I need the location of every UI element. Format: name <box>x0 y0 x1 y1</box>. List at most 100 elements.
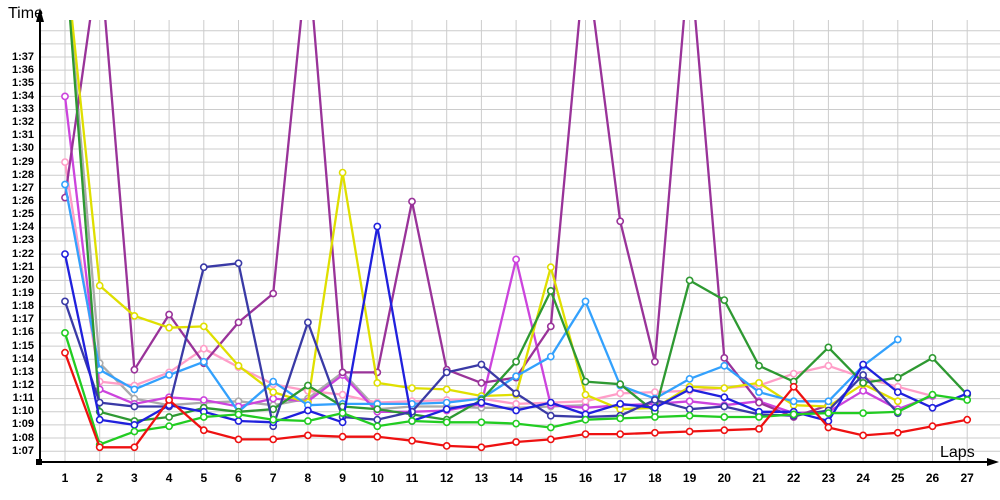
data-point-marker <box>685 276 694 285</box>
x-tick-8: 8 <box>304 471 312 485</box>
y-tick-1:16: 1:16 <box>11 326 34 339</box>
data-point-marker <box>859 371 867 379</box>
y-tick-1:17: 1:17 <box>11 313 34 326</box>
axis-origin-marker <box>36 459 42 465</box>
data-point-marker <box>893 428 902 437</box>
y-tick-1:11: 1:11 <box>12 392 34 405</box>
x-tick-3: 3 <box>131 471 138 485</box>
y-axis-title: Time <box>8 5 43 22</box>
data-point-marker <box>303 431 312 440</box>
data-point-marker <box>546 411 555 420</box>
data-point-marker <box>859 386 867 395</box>
data-point-marker <box>651 396 659 404</box>
y-tick-1:28: 1:28 <box>11 168 34 181</box>
data-point-marker <box>824 397 833 406</box>
series-driver-blue <box>61 222 972 429</box>
data-point-marker <box>824 361 833 370</box>
data-point-marker <box>373 415 382 424</box>
data-point-marker <box>651 357 659 366</box>
data-point-marker <box>512 406 520 415</box>
data-point-marker <box>373 422 382 431</box>
x-tick-10: 10 <box>370 471 384 485</box>
data-point-marker <box>755 398 763 407</box>
data-point-marker <box>234 410 243 419</box>
x-tick-1: 1 <box>61 471 69 485</box>
data-point-marker <box>755 388 763 396</box>
data-point-marker <box>512 438 520 446</box>
data-point-marker <box>755 361 763 370</box>
y-tick-1:18: 1:18 <box>11 300 34 313</box>
series-driver-violet <box>61 92 937 417</box>
data-point-marker <box>269 377 278 386</box>
data-point-marker <box>234 259 243 268</box>
data-point-marker <box>442 398 451 407</box>
data-point-marker <box>61 180 69 189</box>
data-point-marker <box>720 393 729 402</box>
y-tick-1:22: 1:22 <box>11 247 34 260</box>
data-point-marker <box>199 396 208 404</box>
data-point-marker <box>61 297 69 306</box>
x-tick-5: 5 <box>200 471 208 485</box>
data-point-marker <box>512 372 520 381</box>
x-tick-13: 13 <box>474 471 489 485</box>
data-point-marker <box>303 318 312 327</box>
data-point-marker <box>581 377 590 386</box>
data-point-marker <box>303 381 312 390</box>
data-point-marker <box>442 368 451 377</box>
data-point-marker <box>61 158 69 166</box>
data-point-marker <box>338 168 347 177</box>
y-tick-1:29: 1:29 <box>11 155 34 168</box>
data-point-marker <box>720 402 729 411</box>
y-tick-1:27: 1:27 <box>11 181 34 194</box>
data-point-marker <box>477 398 486 407</box>
data-point-marker <box>824 417 833 425</box>
data-point-marker <box>581 390 590 399</box>
data-point-marker <box>512 389 520 398</box>
y-tick-1:20: 1:20 <box>11 273 34 286</box>
data-point-marker <box>720 426 729 435</box>
data-point-marker <box>130 365 139 374</box>
y-tick-1:30: 1:30 <box>11 142 34 155</box>
x-tick-7: 7 <box>269 471 277 485</box>
data-point-marker <box>755 424 763 433</box>
y-tick-1:12: 1:12 <box>11 379 34 391</box>
data-point-marker <box>963 415 972 424</box>
data-point-marker <box>338 432 347 441</box>
data-point-marker <box>477 378 486 387</box>
axes <box>36 8 999 466</box>
data-point-marker <box>616 389 625 398</box>
data-point-marker <box>616 399 625 408</box>
x-tick-26: 26 <box>925 471 940 485</box>
data-point-marker <box>651 413 659 421</box>
data-point-marker <box>269 415 278 424</box>
data-point-marker <box>234 361 243 370</box>
data-point-marker <box>269 289 278 298</box>
data-point-marker <box>442 418 451 427</box>
data-point-marker <box>616 217 625 226</box>
data-point-marker <box>199 413 208 421</box>
data-point-marker <box>234 417 243 425</box>
data-point-marker <box>546 435 555 444</box>
data-point-marker <box>859 360 867 369</box>
data-point-marker <box>512 399 520 408</box>
y-axis-arrow-icon <box>36 8 44 22</box>
data-point-marker <box>130 420 139 429</box>
x-tick-23: 23 <box>821 471 836 485</box>
data-point-marker <box>546 423 555 432</box>
data-point-marker <box>338 368 347 377</box>
data-point-marker <box>269 388 278 396</box>
x-tick-14: 14 <box>509 471 523 485</box>
y-tick-1:19: 1:19 <box>11 287 34 300</box>
data-point-marker <box>338 390 347 399</box>
data-point-marker <box>928 390 937 399</box>
data-point-marker <box>95 443 104 452</box>
data-point-marker <box>512 419 520 428</box>
y-tick-1:10: 1:10 <box>11 405 34 418</box>
x-tick-9: 9 <box>339 471 346 485</box>
data-point-marker <box>303 417 312 425</box>
x-tick-6: 6 <box>235 471 242 485</box>
x-tick-18: 18 <box>648 471 662 485</box>
data-point-marker <box>720 384 729 392</box>
x-tick-16: 16 <box>578 471 593 485</box>
